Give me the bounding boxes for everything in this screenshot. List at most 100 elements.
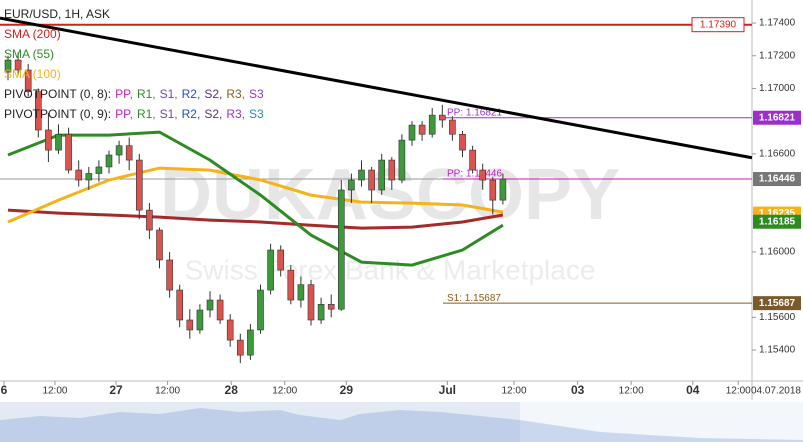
candle-body bbox=[45, 129, 52, 151]
pivot-legend-item: S1, bbox=[160, 87, 178, 101]
candle-body bbox=[136, 159, 143, 211]
x-tick-label: 03 bbox=[571, 383, 585, 397]
candle-body bbox=[65, 133, 72, 171]
x-tick-label: 04 bbox=[686, 383, 700, 397]
candle-body bbox=[408, 124, 416, 141]
candle-body bbox=[277, 249, 285, 271]
candle-body bbox=[428, 114, 436, 135]
trendline bbox=[0, 16, 753, 160]
candle-body bbox=[55, 133, 62, 151]
pivot-legend-label: PIVOTPOINT (0, 8): bbox=[4, 87, 111, 101]
y-tick-label: 1.17200 bbox=[759, 50, 796, 61]
candle-body bbox=[237, 339, 244, 356]
pivot-legend-item: PP, bbox=[115, 107, 133, 121]
moving-average bbox=[7, 130, 504, 267]
x-tick-label: 12:00 bbox=[619, 386, 644, 397]
candle-body bbox=[438, 114, 446, 121]
x-tick-label: Jul bbox=[439, 383, 456, 397]
candle-body bbox=[388, 159, 396, 181]
price-label-box bbox=[753, 110, 801, 125]
date-label: 04.07.2018 bbox=[751, 386, 801, 397]
y-tick-label: 1.17000 bbox=[759, 83, 796, 94]
candle-body bbox=[398, 139, 406, 181]
candle-body bbox=[469, 149, 476, 171]
candle-body bbox=[348, 179, 355, 191]
candle-body bbox=[105, 154, 113, 168]
candle-body bbox=[85, 173, 93, 181]
legend-title: EUR/USD, 1H, ASK bbox=[4, 7, 110, 21]
candle-body bbox=[247, 329, 254, 356]
x-tick-label: 12:00 bbox=[155, 386, 180, 397]
candle-body bbox=[34, 91, 42, 131]
pivot-legend-item: S3 bbox=[249, 87, 264, 101]
pivot-legend-item: S3 bbox=[249, 107, 264, 121]
candle-body bbox=[257, 289, 264, 331]
price-label: 1.16446 bbox=[759, 174, 796, 185]
candle-body bbox=[378, 159, 386, 191]
y-tick-label: 1.15400 bbox=[759, 345, 796, 356]
pivot-legend-item: R1, bbox=[137, 107, 156, 121]
candle-body bbox=[479, 169, 487, 181]
y-tick-label: 1.16600 bbox=[759, 149, 796, 160]
price-label: 1.16185 bbox=[759, 216, 796, 227]
pivot-legend-label: PIVOTPOINT (0, 9): bbox=[4, 107, 111, 121]
candle-body bbox=[267, 249, 274, 291]
moving-average bbox=[7, 166, 504, 224]
price-label: 1.15687 bbox=[759, 298, 796, 309]
candle-body bbox=[449, 119, 456, 135]
candle-body bbox=[156, 229, 163, 261]
price-label-box bbox=[753, 296, 801, 311]
candle-body bbox=[24, 69, 32, 93]
x-tick-label: 6 bbox=[1, 383, 8, 397]
x-tick-label: 12:00 bbox=[726, 386, 751, 397]
candle-body bbox=[146, 209, 153, 231]
pivot-level-label: PP: 1.16821 bbox=[447, 107, 502, 118]
candle-body bbox=[337, 189, 345, 310]
x-tick-label: 12:00 bbox=[272, 386, 297, 397]
candle-body bbox=[125, 145, 133, 161]
pivot-legend-item: PP, bbox=[115, 87, 133, 101]
candle-body bbox=[368, 169, 375, 191]
pivot-legend-item: S2, bbox=[204, 107, 222, 121]
pivot-legend: PIVOTPOINT (0, 8): PP, R1, S1, R2, S2, R3, S3 bbox=[4, 87, 264, 101]
pivot-legend-item: S2, bbox=[204, 87, 222, 101]
navigator-area bbox=[0, 408, 803, 442]
legend-entry: SMA (200) bbox=[4, 27, 61, 41]
candle-body bbox=[307, 284, 315, 321]
candle-body bbox=[14, 59, 22, 71]
x-tick-label: 29 bbox=[340, 383, 354, 397]
candle-body bbox=[216, 299, 224, 321]
pivot-level-label: PP: 1.16446 bbox=[447, 169, 502, 180]
candle-body bbox=[186, 319, 194, 331]
price-label: 1.16821 bbox=[759, 112, 796, 123]
legend-entry: SMA (55) bbox=[4, 47, 54, 61]
x-tick-label: 27 bbox=[109, 383, 123, 397]
pivot-legend-item: R1, bbox=[137, 87, 156, 101]
pivot-legend: PIVOTPOINT (0, 9): PP, R1, S1, R2, S2, R3, S3 bbox=[4, 107, 264, 121]
y-tick-label: 1.16000 bbox=[759, 247, 796, 258]
candle-body bbox=[499, 178, 507, 201]
price-label: 1.16235 bbox=[759, 208, 796, 219]
x-tick-label: 12:00 bbox=[501, 386, 526, 397]
pivot-legend-item: R2, bbox=[182, 87, 201, 101]
candle-body bbox=[327, 303, 335, 310]
y-tick-label: 1.15600 bbox=[759, 312, 796, 323]
x-tick-label: 12:00 bbox=[42, 386, 67, 397]
candle-body bbox=[459, 133, 466, 151]
candle-body bbox=[418, 124, 426, 135]
candle-body bbox=[176, 289, 183, 321]
candle-body bbox=[317, 303, 325, 321]
pivot-legend-item: S1, bbox=[160, 107, 178, 121]
candle-body bbox=[297, 284, 305, 301]
moving-average bbox=[7, 208, 504, 230]
price-label-box bbox=[753, 172, 801, 187]
pivot-legend-item: R3, bbox=[226, 107, 245, 121]
price-label-box bbox=[753, 214, 801, 229]
candle-body bbox=[206, 299, 214, 311]
x-tick-label: 28 bbox=[225, 383, 239, 397]
candle-body bbox=[75, 169, 82, 181]
y-tick-label: 1.17400 bbox=[759, 18, 796, 29]
navigator-window[interactable] bbox=[0, 402, 520, 442]
candle-body bbox=[115, 145, 123, 156]
